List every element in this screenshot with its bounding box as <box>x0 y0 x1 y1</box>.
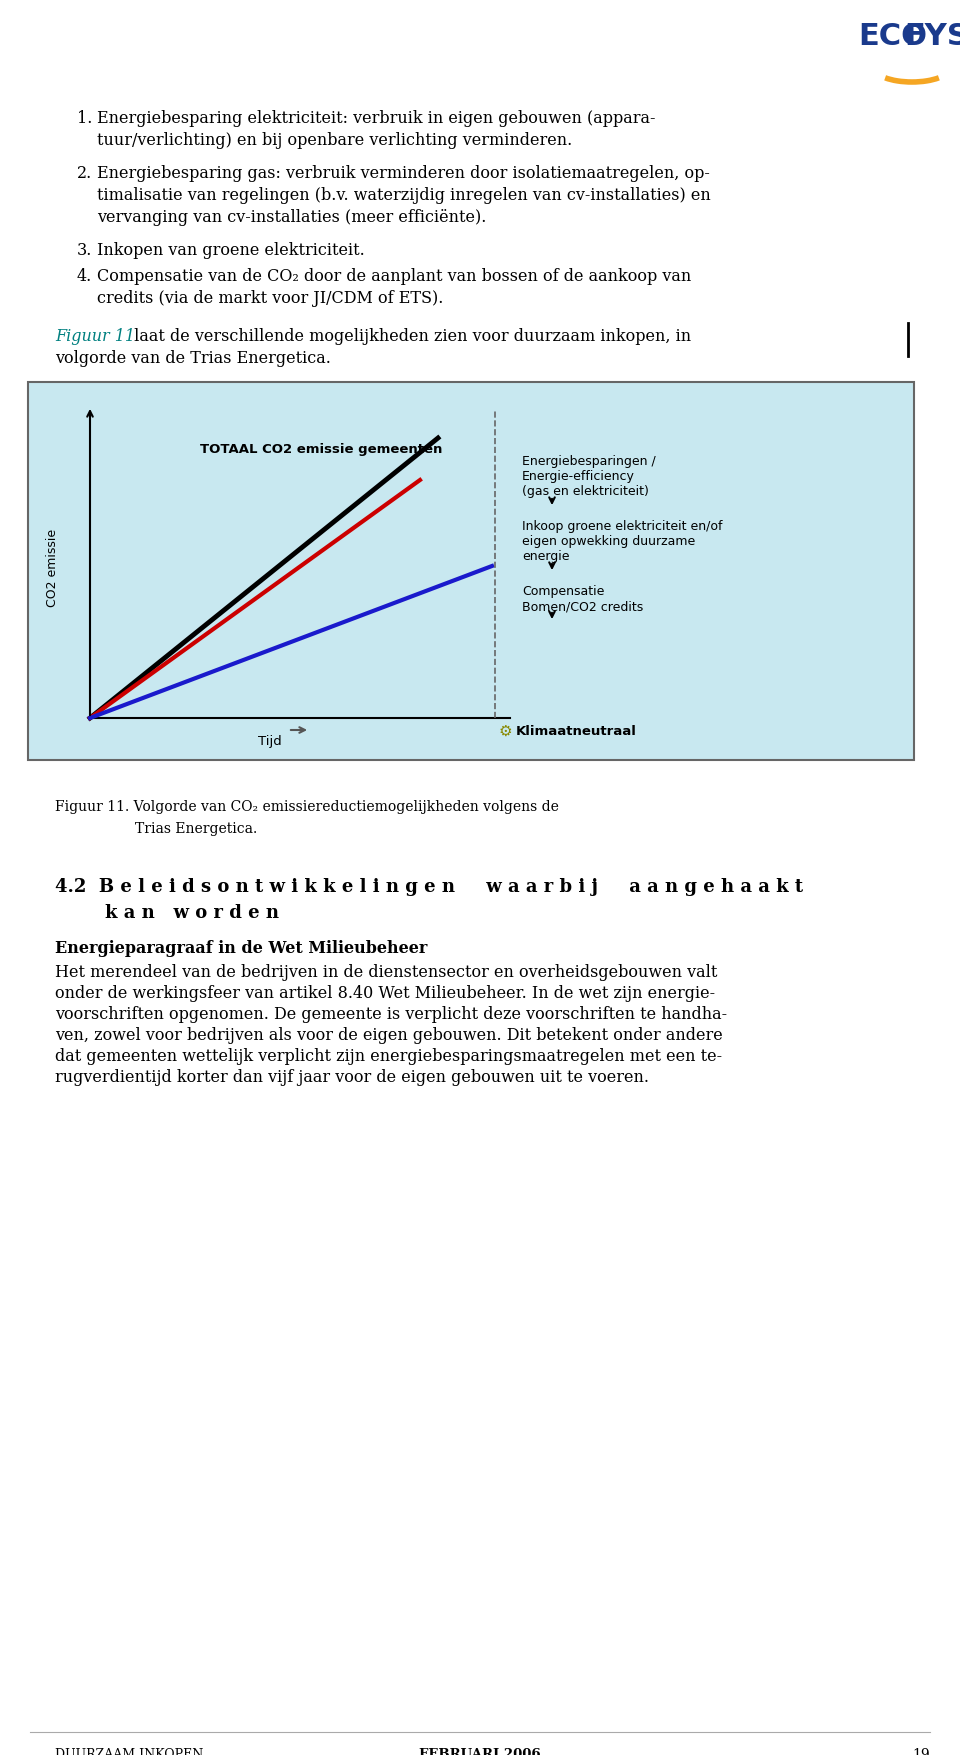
Text: tuur/verlichting) en bij openbare verlichting verminderen.: tuur/verlichting) en bij openbare verlic… <box>97 132 572 149</box>
Text: CO2 emissie: CO2 emissie <box>45 528 59 607</box>
Text: vervanging van cv-installaties (meer efficiënte).: vervanging van cv-installaties (meer eff… <box>97 209 487 226</box>
Text: voorschriften opgenomen. De gemeente is verplicht deze voorschriften te handha-: voorschriften opgenomen. De gemeente is … <box>55 1006 727 1023</box>
Text: Compensatie: Compensatie <box>522 584 605 598</box>
Text: Klimaatneutraal: Klimaatneutraal <box>516 725 636 737</box>
Text: 4.: 4. <box>77 269 92 284</box>
Text: Energiebesparing gas: verbruik verminderen door isolatiemaatregelen, op-: Energiebesparing gas: verbruik verminder… <box>97 165 709 183</box>
Text: DUURZAAM INKOPEN: DUURZAAM INKOPEN <box>55 1748 204 1755</box>
Text: credits (via de markt voor JI/CDM of ETS).: credits (via de markt voor JI/CDM of ETS… <box>97 290 444 307</box>
Text: ECO: ECO <box>858 23 927 51</box>
Text: FYS: FYS <box>904 23 960 51</box>
Text: Figuur 11. Volgorde van CO₂ emissiereductiemogelijkheden volgens de: Figuur 11. Volgorde van CO₂ emissiereduc… <box>55 800 559 814</box>
Text: Tijd: Tijd <box>258 735 281 748</box>
Bar <box>28 383 914 760</box>
Text: eigen opwekking duurzame: eigen opwekking duurzame <box>522 535 695 548</box>
Text: Energie-efficiency: Energie-efficiency <box>522 470 635 483</box>
Text: laat de verschillende mogelijkheden zien voor duurzaam inkopen, in: laat de verschillende mogelijkheden zien… <box>129 328 691 346</box>
Text: Inkoop groene elektriciteit en/of: Inkoop groene elektriciteit en/of <box>522 519 723 534</box>
Text: Compensatie van de CO₂ door de aanplant van bossen of de aankoop van: Compensatie van de CO₂ door de aanplant … <box>97 269 691 284</box>
Text: Energieparagraaf in de Wet Milieubeheer: Energieparagraaf in de Wet Milieubeheer <box>55 941 427 956</box>
Text: energie: energie <box>522 549 569 563</box>
Text: 4.2  B e l e i d s o n t w i k k e l i n g e n     w a a r b i j     a a n g e h: 4.2 B e l e i d s o n t w i k k e l i n … <box>55 878 804 897</box>
Text: Energiebesparing elektriciteit: verbruik in eigen gebouwen (appara-: Energiebesparing elektriciteit: verbruik… <box>97 111 656 126</box>
Text: Bomen/CO2 credits: Bomen/CO2 credits <box>522 600 643 612</box>
Text: ⚙: ⚙ <box>499 723 513 739</box>
Text: k a n   w o r d e n: k a n w o r d e n <box>55 904 279 921</box>
Text: Energiebesparingen /: Energiebesparingen / <box>522 455 656 469</box>
Text: rugverdientijd korter dan vijf jaar voor de eigen gebouwen uit te voeren.: rugverdientijd korter dan vijf jaar voor… <box>55 1069 649 1086</box>
Text: 1.: 1. <box>77 111 92 126</box>
Text: volgorde van de Trias Energetica.: volgorde van de Trias Energetica. <box>55 349 331 367</box>
Text: timalisatie van regelingen (b.v. waterzijdig inregelen van cv-installaties) en: timalisatie van regelingen (b.v. waterzi… <box>97 188 710 204</box>
Text: Figuur 11: Figuur 11 <box>55 328 135 346</box>
Text: 3.: 3. <box>77 242 92 260</box>
Text: dat gemeenten wettelijk verplicht zijn energiebesparingsmaatregelen met een te-: dat gemeenten wettelijk verplicht zijn e… <box>55 1048 722 1065</box>
Text: Het merendeel van de bedrijven in de dienstensector en overheidsgebouwen valt: Het merendeel van de bedrijven in de die… <box>55 963 717 981</box>
Text: TOTAAL CO2 emissie gemeenten: TOTAAL CO2 emissie gemeenten <box>200 442 443 456</box>
Text: FEBRUARI 2006: FEBRUARI 2006 <box>420 1748 540 1755</box>
Text: 19: 19 <box>912 1748 930 1755</box>
Text: Trias Energetica.: Trias Energetica. <box>135 821 257 835</box>
Text: ven, zowel voor bedrijven als voor de eigen gebouwen. Dit betekent onder andere: ven, zowel voor bedrijven als voor de ei… <box>55 1027 723 1044</box>
Text: Inkopen van groene elektriciteit.: Inkopen van groene elektriciteit. <box>97 242 365 260</box>
Text: onder de werkingsfeer van artikel 8.40 Wet Milieubeheer. In de wet zijn energie-: onder de werkingsfeer van artikel 8.40 W… <box>55 985 715 1002</box>
Text: 2.: 2. <box>77 165 92 183</box>
Text: (gas en elektriciteit): (gas en elektriciteit) <box>522 484 649 498</box>
